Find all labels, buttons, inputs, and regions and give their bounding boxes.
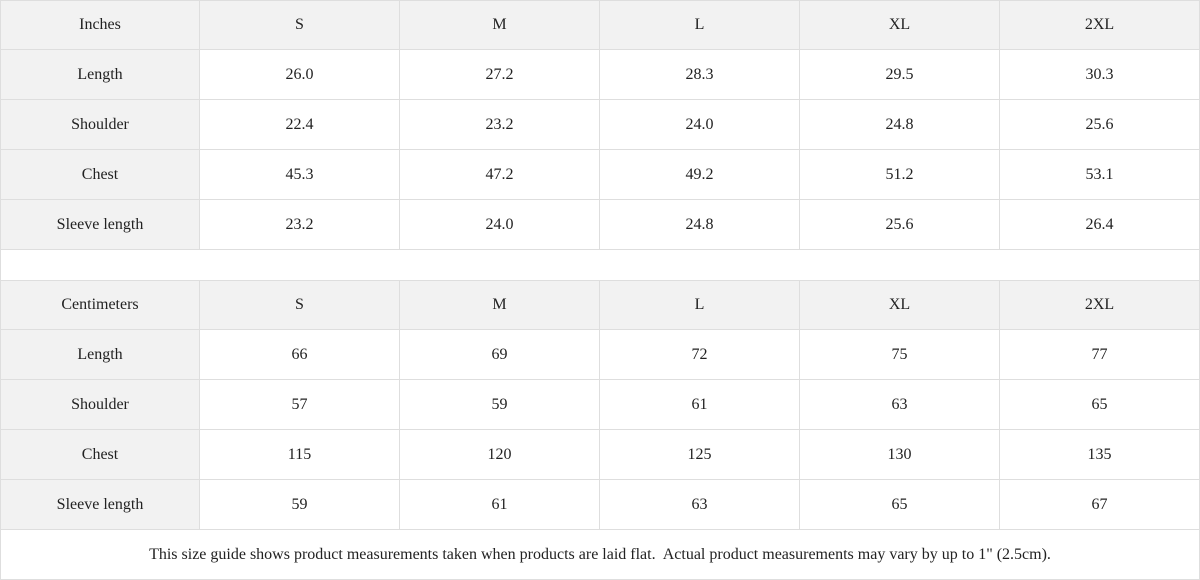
table-cell: 61 <box>600 380 800 430</box>
table-cell: 23.2 <box>400 100 600 150</box>
header-cell: M <box>400 280 600 330</box>
size-table: Inches S M L XL 2XL Length 26.0 27.2 28.3 29.5 30.3… <box>0 0 1200 250</box>
row-label: Sleeve length <box>0 480 200 530</box>
table-cell: 25.6 <box>1000 100 1200 150</box>
table-cell: 63 <box>800 380 1000 430</box>
table-cell: 25.6 <box>800 200 1000 250</box>
header-cell: L <box>600 0 800 50</box>
header-cell: XL <box>800 280 1000 330</box>
table-cell: 26.0 <box>200 50 400 100</box>
table-cell: 66 <box>200 330 400 380</box>
table-cell: 49.2 <box>600 150 800 200</box>
table-cell: 57 <box>200 380 400 430</box>
header-cell: L <box>600 280 800 330</box>
table-cell: 72 <box>600 330 800 380</box>
header-cell: 2XL <box>1000 0 1200 50</box>
row-label: Chest <box>0 430 200 480</box>
row-label: Chest <box>0 150 200 200</box>
table-cell: 29.5 <box>800 50 1000 100</box>
table-cell: 65 <box>800 480 1000 530</box>
header-cell: S <box>200 0 400 50</box>
table-cell: 67 <box>1000 480 1200 530</box>
table-cell: 30.3 <box>1000 50 1200 100</box>
table-cell: 59 <box>400 380 600 430</box>
table-cell: 65 <box>1000 380 1200 430</box>
table-cell: 26.4 <box>1000 200 1200 250</box>
row-label: Length <box>0 330 200 380</box>
table-cell: 24.8 <box>800 100 1000 150</box>
header-cell: Inches <box>0 0 200 50</box>
table-cell: 125 <box>600 430 800 480</box>
table-cell: 24.8 <box>600 200 800 250</box>
table-cell: 75 <box>800 330 1000 380</box>
header-cell: 2XL <box>1000 280 1200 330</box>
table-cell: 61 <box>400 480 600 530</box>
row-label: Shoulder <box>0 100 200 150</box>
table-cell: 27.2 <box>400 50 600 100</box>
table-cell: 24.0 <box>600 100 800 150</box>
header-cell: XL <box>800 0 1000 50</box>
table-cell: 23.2 <box>200 200 400 250</box>
table-cell: 69 <box>400 330 600 380</box>
row-label: Sleeve length <box>0 200 200 250</box>
size-table: Centimeters S M L XL 2XL Length 66 69 72 75 77 Shoul… <box>0 280 1200 530</box>
table-cell: 120 <box>400 430 600 480</box>
header-cell: S <box>200 280 400 330</box>
table-cell: 51.2 <box>800 150 1000 200</box>
table-spacer <box>0 250 1200 280</box>
table-cell: 28.3 <box>600 50 800 100</box>
table-cell: 47.2 <box>400 150 600 200</box>
table-cell: 59 <box>200 480 400 530</box>
table-cell: 53.1 <box>1000 150 1200 200</box>
footnote: This size guide shows product measuremen… <box>0 530 1200 580</box>
header-cell: Centimeters <box>0 280 200 330</box>
table-cell: 63 <box>600 480 800 530</box>
row-label: Length <box>0 50 200 100</box>
table-cell: 135 <box>1000 430 1200 480</box>
header-cell: M <box>400 0 600 50</box>
row-label: Shoulder <box>0 380 200 430</box>
table-cell: 22.4 <box>200 100 400 150</box>
table-cell: 115 <box>200 430 400 480</box>
table-cell: 130 <box>800 430 1000 480</box>
table-cell: 45.3 <box>200 150 400 200</box>
table-cell: 24.0 <box>400 200 600 250</box>
table-cell: 77 <box>1000 330 1200 380</box>
